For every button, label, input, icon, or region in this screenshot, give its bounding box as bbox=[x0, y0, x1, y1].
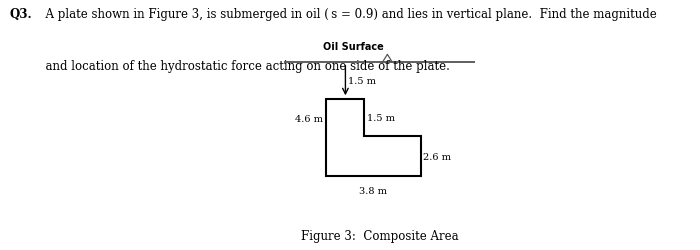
Text: and location of the hydrostatic force acting on one side of the plate.: and location of the hydrostatic force ac… bbox=[38, 60, 450, 73]
Text: 1.5 m: 1.5 m bbox=[349, 77, 377, 86]
Text: 1.5 m: 1.5 m bbox=[368, 114, 395, 123]
Text: 3.8 m: 3.8 m bbox=[360, 186, 388, 195]
Text: 2.6 m: 2.6 m bbox=[424, 152, 452, 161]
Text: Figure 3:  Composite Area: Figure 3: Composite Area bbox=[300, 230, 458, 242]
Text: Oil Surface: Oil Surface bbox=[323, 42, 384, 52]
Text: Q3.: Q3. bbox=[9, 8, 32, 20]
Text: A plate shown in Figure 3, is submerged in oil ( s = 0.9) and lies in vertical p: A plate shown in Figure 3, is submerged … bbox=[38, 8, 657, 20]
Polygon shape bbox=[326, 100, 421, 176]
Text: 4.6 m: 4.6 m bbox=[295, 115, 323, 124]
